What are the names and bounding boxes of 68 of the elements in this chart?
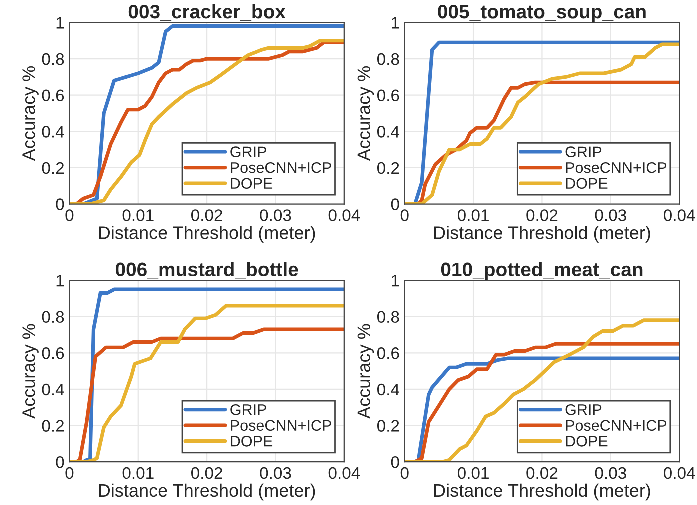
y-tick-label: 0.2	[377, 162, 400, 174]
y-tick-label: 0	[56, 198, 64, 210]
x-tick-label: 0.03	[260, 210, 292, 222]
x-tick-label: 0.04	[328, 467, 360, 480]
legend-label: PoseCNN+ICP	[231, 420, 332, 432]
x-tick-label: 0.04	[664, 467, 696, 480]
x-tick-label: 0.02	[191, 467, 222, 480]
x-axis-title: Distance Threshold (meter)	[99, 484, 316, 501]
x-tick-label: 0.03	[595, 210, 626, 222]
legend-label: GRIP	[230, 404, 266, 416]
y-tick-label: 0.6	[42, 348, 64, 360]
x-tick-label: 0.02	[526, 467, 558, 480]
y-tick-label: 0.2	[377, 420, 400, 432]
x-tick-label: 0	[66, 467, 74, 480]
legend-label: PoseCNN+ICP	[566, 420, 667, 432]
y-tick-label: 0.8	[377, 53, 400, 66]
x-tick-label: 0	[400, 210, 409, 222]
chart-title: 005_tomato_soup_can	[438, 4, 646, 23]
y-tick-label: 0.6	[377, 348, 400, 360]
legend-label: DOPE	[566, 178, 608, 190]
x-tick-label: 0.01	[458, 210, 489, 222]
legend-label: PoseCNN+ICP	[566, 162, 667, 174]
y-tick-label: 0	[391, 198, 400, 210]
x-tick-label: 0.01	[458, 467, 489, 480]
y-axis-title: Accuracy %	[358, 66, 374, 162]
chart-title: 003_cracker_box	[128, 4, 286, 21]
y-tick-label: 0.8	[42, 311, 64, 324]
y-axis-title: Accuracy %	[22, 324, 39, 419]
x-tick-label: 0.02	[191, 210, 222, 222]
legend-label: DOPE	[566, 436, 608, 447]
y-tick-label: 0.6	[377, 90, 400, 102]
y-tick-label: 0.2	[42, 420, 64, 432]
x-tick-label: 0.03	[595, 467, 626, 480]
y-tick-label: 1	[392, 17, 400, 29]
y-tick-label: 1	[56, 17, 64, 29]
x-tick-label: 0.03	[260, 467, 292, 480]
legend-label: GRIP	[566, 146, 602, 158]
x-tick-label: 0	[400, 467, 409, 480]
x-tick-label: 0.04	[664, 210, 696, 222]
x-tick-label: 0.01	[122, 210, 154, 222]
y-tick-label: 0.6	[42, 90, 64, 102]
y-tick-label: 0	[56, 456, 64, 468]
legend-label: GRIP	[230, 146, 266, 158]
x-tick-label: 0.04	[328, 210, 360, 222]
legend-label: GRIP	[566, 404, 602, 416]
y-tick-label: 1	[392, 275, 400, 287]
y-tick-label: 0.8	[42, 53, 64, 66]
y-tick-label: 0	[391, 456, 400, 468]
legend-label: DOPE	[231, 178, 273, 190]
legend-label: PoseCNN+ICP	[231, 162, 332, 174]
y-tick-label: 0.4	[377, 384, 400, 396]
y-axis-title: Accuracy %	[358, 324, 374, 419]
x-tick-label: 0.01	[122, 467, 154, 480]
y-tick-label: 0.4	[42, 384, 64, 396]
x-tick-label: 0.02	[526, 210, 558, 222]
chart-title: 010_potted_meat_can	[441, 262, 643, 280]
chart-title: 006_mustard_bottle	[116, 262, 298, 279]
x-axis-title: Distance Threshold (meter)	[434, 226, 650, 243]
x-tick-label: 0	[66, 210, 74, 222]
y-tick-label: 1	[56, 275, 64, 287]
legend-label: DOPE	[231, 436, 273, 447]
y-tick-label: 0.8	[377, 311, 400, 324]
y-tick-label: 0.4	[42, 126, 64, 138]
y-tick-label: 0.4	[377, 126, 400, 138]
y-tick-label: 0.2	[42, 162, 64, 174]
x-axis-title: Distance Threshold (meter)	[434, 484, 650, 501]
y-axis-title: Accuracy %	[22, 66, 39, 162]
x-axis-title: Distance Threshold (meter)	[99, 226, 316, 243]
